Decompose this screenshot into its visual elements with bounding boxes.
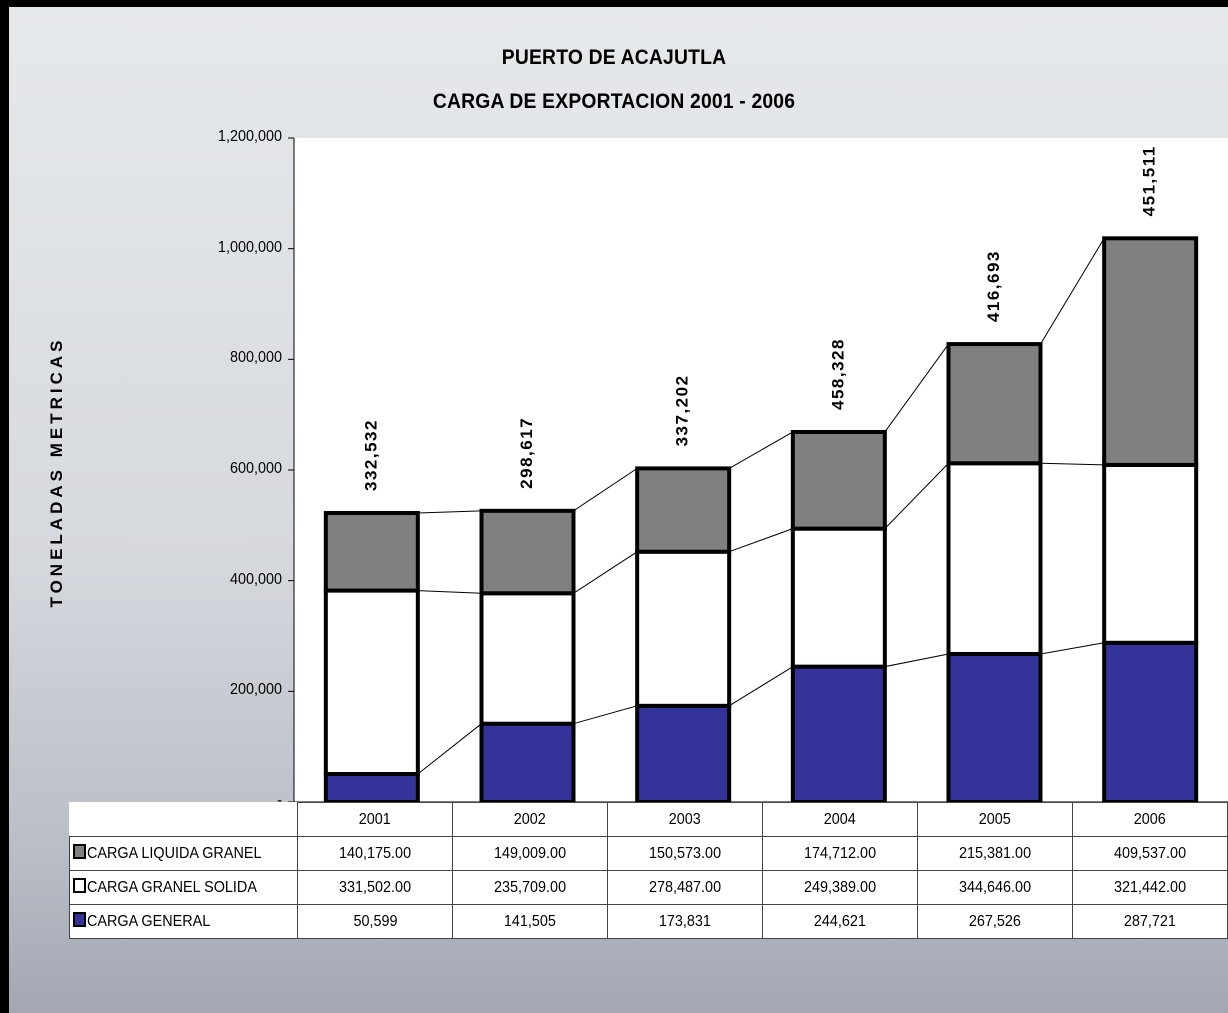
table-cell: 140,175.00	[297, 836, 453, 871]
table-cell: 149,009.00	[452, 836, 608, 871]
bar-segment	[1102, 236, 1199, 467]
data-label: 298,617	[517, 417, 536, 489]
y-tick-label: 600,000	[229, 460, 282, 477]
table-cell: 50,599	[297, 904, 453, 939]
table-cell: 331,502.00	[297, 870, 453, 905]
table-row: CARGA LIQUIDA GRANEL 140,175.00 149,009.00…	[69, 836, 1228, 871]
data-label: 337,202	[673, 374, 692, 446]
x-tick-label: 2001	[297, 802, 453, 837]
table-cell: 267,526	[917, 904, 1073, 939]
x-tick-label: 2003	[607, 802, 763, 837]
legend-swatch	[73, 912, 86, 927]
legend-swatch	[73, 878, 86, 893]
chart-title: PUERTO DE ACAJUTLA	[501, 46, 727, 69]
chart-subtitle: CARGA DE EXPORTACION 2001 - 2006	[432, 90, 796, 113]
bar-segment	[1102, 462, 1199, 645]
legend-entry: CARGA LIQUIDA GRANEL	[69, 836, 298, 871]
bar-segment	[323, 772, 420, 805]
table-cell: 174,712.00	[762, 836, 918, 871]
table-cell: 249,389.00	[762, 870, 918, 905]
table-cell: 141,505	[452, 904, 608, 939]
series-line	[728, 666, 794, 707]
series-line	[573, 705, 638, 725]
y-tick-label: 200,000	[229, 681, 282, 699]
series-line	[573, 467, 638, 512]
legend-swatch	[73, 844, 86, 859]
bar-segment	[790, 664, 887, 805]
series-line	[884, 462, 949, 529]
bar-segment	[479, 508, 576, 596]
y-tick-label: 1,000,000	[217, 238, 282, 256]
series-line	[728, 528, 794, 553]
table-cell: 244,621	[762, 904, 918, 939]
bar-segment	[479, 721, 576, 804]
table-cell: 321,442.00	[1072, 870, 1228, 905]
table-cell: 344,646.00	[917, 870, 1073, 905]
table-row: CARGA GENERAL 50,599 141,505 173,831 244,621…	[69, 904, 1228, 939]
data-label: 332,532	[361, 419, 380, 491]
table-cell: 409,537.00	[1072, 836, 1228, 871]
series-line	[884, 343, 949, 433]
x-tick-label: 2002	[452, 802, 608, 837]
x-tick-label: 2004	[762, 802, 918, 837]
bar-segment	[1102, 640, 1199, 804]
plot-background	[294, 138, 1228, 802]
series-line	[1040, 238, 1105, 345]
series-line	[417, 723, 482, 775]
legend-entry: CARGA GENERAL	[69, 904, 298, 939]
series-line	[573, 551, 638, 594]
series-line	[1040, 642, 1105, 655]
series-line	[417, 510, 482, 514]
bar-segment	[790, 429, 887, 531]
y-tick-label: 1,200,000	[217, 128, 282, 145]
table-header-row: 2001 2002 2003 2004 2005 2006	[70, 802, 1228, 837]
bar-segment	[479, 591, 576, 726]
series-line	[1040, 462, 1105, 466]
x-tick-label: 2006	[1072, 802, 1228, 837]
table-cell: 235,709.00	[452, 870, 608, 905]
y-tick-label: 400,000	[229, 570, 282, 588]
bar-segment	[323, 588, 420, 777]
series-line	[884, 653, 949, 668]
y-tick-label: 800,000	[229, 349, 282, 367]
bar-segment	[790, 526, 887, 669]
table-cell: 173,831	[607, 904, 763, 939]
x-tick-label: 2005	[917, 802, 1073, 837]
legend-entry: CARGA GRANEL SOLIDA	[69, 870, 298, 905]
bar-segment	[946, 342, 1043, 466]
table-cell: 150,573.00	[607, 836, 763, 871]
data-label: 416,693	[984, 250, 1003, 322]
table-cell: 278,487.00	[607, 870, 763, 905]
data-table: 2001 2002 2003 2004 2005 2006 CARGA LIQUIDA GR…	[69, 802, 1228, 939]
series-line	[728, 431, 794, 469]
bar-segment	[635, 703, 732, 805]
series-line	[417, 590, 482, 594]
bar-segment	[946, 461, 1043, 656]
bar-segment	[635, 549, 732, 708]
table-cell: 287,721	[1072, 904, 1228, 939]
table-row: CARGA GRANEL SOLIDA 331,502.00 235,709.00 2…	[69, 870, 1228, 905]
bar-segment	[635, 466, 732, 554]
table-cell: 215,381.00	[917, 836, 1073, 871]
data-label: 458,328	[828, 338, 847, 410]
y-tick-label: -	[277, 792, 282, 809]
bar-segment	[323, 511, 420, 593]
data-label: 451,511	[1140, 145, 1159, 216]
table-corner	[70, 803, 298, 837]
bar-segment	[946, 651, 1043, 804]
